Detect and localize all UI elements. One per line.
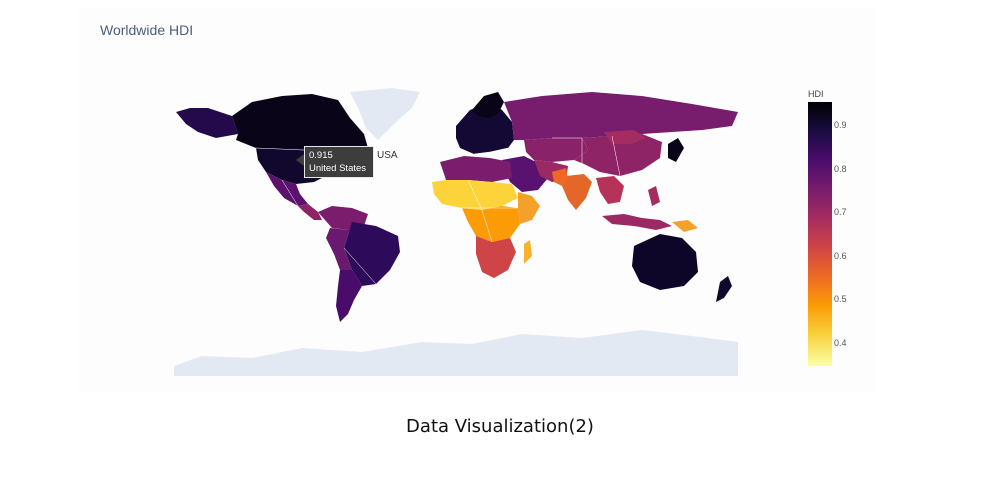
region-china[interactable]	[574, 134, 662, 176]
region-antarctica[interactable]	[174, 330, 738, 376]
region-india[interactable]	[562, 174, 592, 210]
colorbar: 0.9 0.8 0.7 0.6 0.5 0.4	[808, 102, 847, 366]
region-mongolia[interactable]	[604, 130, 646, 144]
region-indonesia[interactable]	[602, 214, 672, 230]
region-japan[interactable]	[668, 138, 684, 162]
region-new-zealand[interactable]	[716, 276, 732, 302]
region-central-asia[interactable]	[524, 138, 588, 162]
colorbar-tick-label: 0.6	[834, 251, 847, 261]
colorbar-tick-label: 0.9	[834, 120, 847, 130]
region-canada[interactable]	[232, 94, 368, 152]
colorbar-ticks: 0.9 0.8 0.7 0.6 0.5 0.4	[834, 120, 847, 348]
region-europe[interactable]	[456, 102, 514, 154]
colorbar-tick-label: 0.8	[834, 164, 847, 174]
region-russia[interactable]	[504, 92, 738, 140]
region-central-africa[interactable]	[462, 206, 520, 242]
hover-tooltip: 0.915 United States	[304, 146, 374, 178]
tooltip-value: 0.915	[309, 150, 333, 161]
region-southern-south-america[interactable]	[336, 270, 362, 322]
region-southeast-asia[interactable]	[596, 176, 624, 204]
colorbar-gradient	[808, 102, 832, 366]
chart-title: Worldwide HDI	[100, 22, 194, 38]
world-map[interactable]	[172, 86, 742, 378]
region-southern-africa[interactable]	[476, 236, 516, 278]
tooltip-pointer	[296, 154, 304, 166]
region-madagascar[interactable]	[524, 240, 532, 264]
region-east-africa[interactable]	[518, 192, 540, 224]
tooltip-country: United States	[309, 163, 367, 174]
region-brazil[interactable]	[344, 222, 400, 286]
region-greenland[interactable]	[350, 88, 420, 140]
region-philippines[interactable]	[648, 186, 660, 206]
region-scandinavia[interactable]	[472, 92, 504, 118]
colorbar-tick-label: 0.5	[834, 294, 847, 304]
region-central-america[interactable]	[298, 204, 322, 220]
region-mexico[interactable]	[266, 172, 308, 206]
region-pakistan[interactable]	[552, 168, 568, 186]
region-australia[interactable]	[632, 234, 698, 290]
region-western-south-america[interactable]	[326, 222, 352, 270]
region-png[interactable]	[672, 220, 698, 232]
tooltip-country-code: USA	[377, 150, 398, 161]
region-north-africa[interactable]	[440, 156, 512, 182]
colorbar-title: HDI	[808, 89, 824, 99]
figure-caption: Data Visualization(2)	[406, 416, 594, 437]
colorbar-tick-label: 0.4	[834, 338, 847, 348]
region-alaska[interactable]	[176, 108, 238, 138]
colorbar-tick-label: 0.7	[834, 207, 847, 217]
